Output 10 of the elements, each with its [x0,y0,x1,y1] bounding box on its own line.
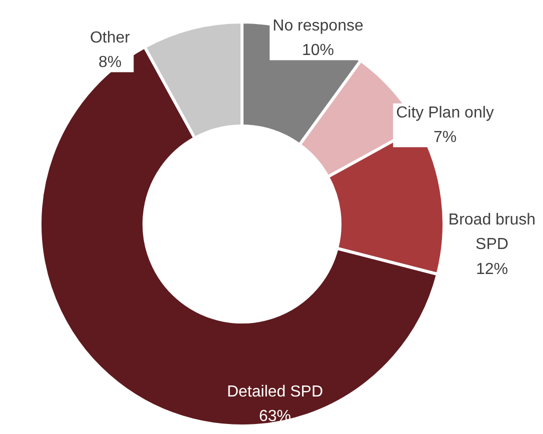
data-label: 12% [476,261,508,278]
slice-label: Other [90,29,131,46]
data-label: 10% [302,42,334,60]
data-label: 8% [98,54,122,72]
data-label: 7% [433,129,457,146]
slice-label: No response [272,17,364,34]
slice-label: Broad brush SPD [448,211,536,254]
slice-label: City Plan only [396,104,494,122]
slice-label: Detailed SPD [226,383,324,400]
data-label: 63% [258,408,292,426]
